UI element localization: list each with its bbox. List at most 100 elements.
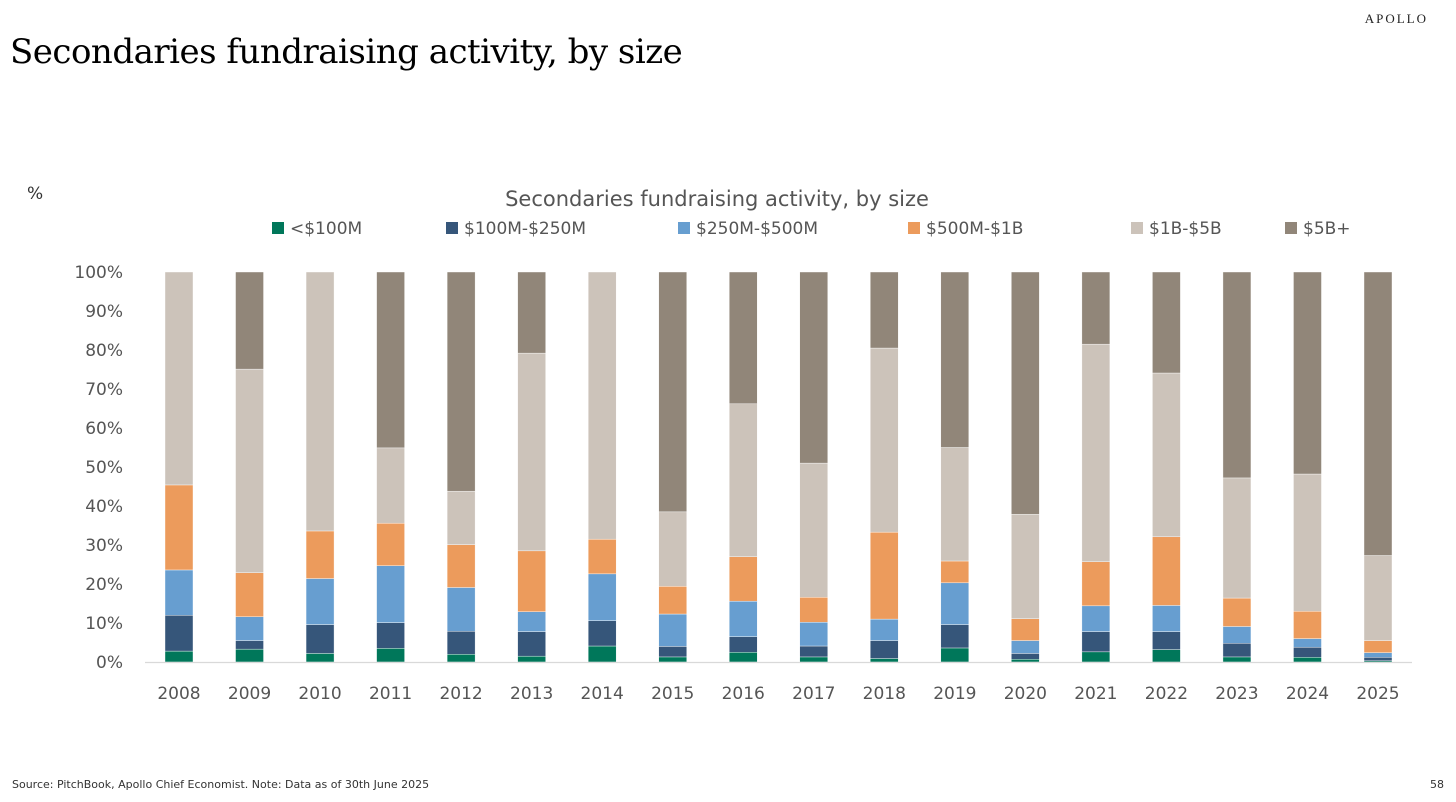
bar-segment	[1081, 343, 1111, 562]
legend-swatch	[446, 222, 458, 234]
bar-segment	[1222, 656, 1252, 663]
bar-segment	[164, 271, 194, 486]
bar-segment	[1011, 618, 1040, 641]
y-tick-label: 40%	[85, 497, 123, 517]
bar-segment	[1363, 657, 1393, 662]
source-note: Source: PitchBook, Apollo Chief Economis…	[12, 778, 430, 791]
legend-swatch	[1131, 222, 1143, 234]
x-tick-label: 2015	[651, 684, 694, 704]
bar-segment	[517, 550, 546, 612]
bar-segment	[729, 556, 758, 602]
bar-segment	[446, 271, 476, 492]
legend-label: $500M-$1B	[926, 219, 1023, 239]
bar-segment	[446, 587, 476, 632]
bar-segment	[1011, 640, 1040, 654]
bar-segment	[587, 538, 617, 575]
bar-segment	[517, 271, 546, 354]
bar-segment	[940, 624, 970, 649]
bar-segment	[870, 531, 899, 620]
bar-segment	[235, 640, 264, 650]
bar-segment	[658, 613, 687, 647]
bar-segment	[305, 624, 335, 654]
bar-segment	[658, 271, 687, 513]
bars	[164, 271, 1393, 663]
bar-segment	[235, 616, 264, 641]
legend-swatch	[678, 222, 690, 234]
bar-segment	[799, 271, 828, 464]
bar-segment	[1152, 372, 1181, 538]
bar-segment	[799, 645, 828, 658]
bar-segment	[164, 484, 194, 571]
slide-title: Secondaries fundraising activity, by siz…	[10, 32, 683, 72]
bar-segment	[376, 648, 405, 663]
bar-segment	[587, 573, 617, 621]
bar-segment	[658, 511, 687, 587]
y-tick-label: 90%	[85, 302, 123, 322]
legend-swatch	[272, 222, 284, 234]
x-tick-label: 2017	[792, 684, 835, 704]
bar-segment	[1152, 605, 1181, 632]
bar-segment	[1011, 653, 1040, 660]
legend-label: <$100M	[290, 219, 362, 239]
bar-segment	[1222, 271, 1252, 479]
bar-segment	[729, 600, 758, 637]
bar-segment	[376, 565, 405, 623]
bar-segment	[799, 622, 828, 647]
x-tick-label: 2010	[298, 684, 341, 704]
legend-label: $1B-$5B	[1149, 219, 1222, 239]
bar-segment	[446, 630, 476, 655]
bar-segment	[1293, 473, 1322, 612]
bar-segment	[305, 578, 335, 625]
bar-segment	[799, 597, 828, 623]
bar-segment	[235, 271, 264, 370]
bar-segment	[729, 403, 758, 557]
bar-segment	[1011, 659, 1040, 663]
bar-segment	[376, 447, 405, 524]
y-axis: 0% 10% 20% 30% 40% 50% 60% 70% 80% 90% 100%	[74, 263, 123, 673]
bar-segment	[870, 347, 899, 533]
legend-label: $250M-$500M	[696, 219, 818, 239]
bar-segment	[658, 656, 687, 663]
bar-segment	[235, 572, 264, 617]
x-tick-label: 2011	[369, 684, 412, 704]
bar-segment	[729, 636, 758, 653]
bar-segment	[446, 490, 476, 545]
y-tick-label: 60%	[85, 419, 123, 439]
legend-label: $100M-$250M	[464, 219, 586, 239]
bar-segment	[1222, 477, 1252, 599]
x-tick-label: 2009	[228, 684, 271, 704]
bar-segment	[870, 271, 899, 349]
bar-segment	[658, 586, 687, 615]
bar-segment	[1011, 513, 1040, 619]
bar-segment	[870, 618, 899, 641]
y-tick-label: 0%	[96, 653, 123, 673]
x-tick-label: 2024	[1286, 684, 1329, 704]
x-tick-label: 2013	[510, 684, 553, 704]
chart-title: Secondaries fundraising activity, by siz…	[505, 187, 929, 211]
bar-segment	[164, 569, 194, 616]
x-tick-label: 2025	[1356, 684, 1399, 704]
x-tick-label: 2023	[1215, 684, 1258, 704]
bar-segment	[517, 631, 546, 657]
bar-segment	[940, 271, 970, 448]
bar-segment	[1293, 657, 1322, 663]
x-tick-label: 2022	[1145, 684, 1188, 704]
bar-segment	[1081, 271, 1111, 345]
page-number: 58	[1430, 778, 1444, 791]
y-tick-label: 70%	[85, 380, 123, 400]
bar-segment	[587, 645, 617, 663]
bar-segment	[1363, 640, 1393, 653]
x-tick-label: 2019	[933, 684, 976, 704]
bar-segment	[940, 582, 970, 625]
bar-segment	[729, 652, 758, 663]
x-tick-label: 2012	[439, 684, 482, 704]
y-tick-label: 10%	[85, 614, 123, 634]
bar-segment	[1222, 643, 1252, 658]
bar-segment	[1081, 605, 1111, 632]
bar-segment	[940, 647, 970, 663]
bar-segment	[940, 560, 970, 584]
x-axis: 2008 2009 2010 2011 2012 2013 2014 2015 2016 2017…	[145, 661, 1412, 704]
y-tick-label: 30%	[85, 536, 123, 556]
x-tick-label: 2020	[1004, 684, 1047, 704]
